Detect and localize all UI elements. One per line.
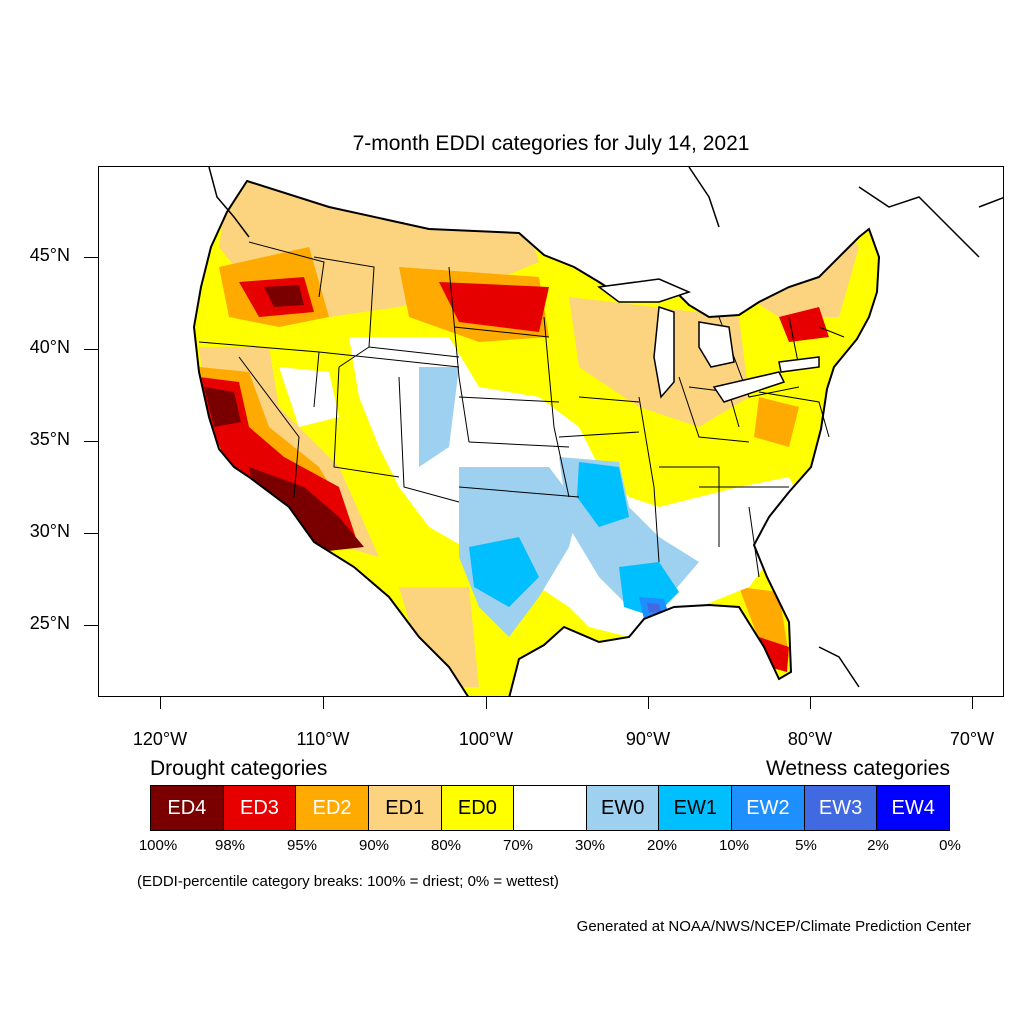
category-note: (EDDI-percentile category breaks: 100% =… — [137, 873, 559, 890]
legend-break-label: 30% — [574, 837, 606, 854]
legend-swatch-ew0: EW0 — [586, 786, 660, 830]
legend-break-label: 0% — [939, 837, 961, 854]
lon-label-90: 90°W — [625, 729, 671, 749]
lon-label-110: 110°W — [296, 729, 350, 749]
lon-tick — [486, 697, 487, 709]
coastlines — [208, 167, 1003, 688]
legend-swatch-ed4: ED4 — [151, 786, 224, 830]
drought-heading: Drought categories — [150, 757, 328, 780]
legend-swatch-ew4: EW4 — [877, 786, 950, 830]
legend-swatch-ed0: ED0 — [441, 786, 515, 830]
legend-break-label: 2% — [867, 837, 889, 854]
legend-break-label: 98% — [214, 837, 246, 854]
lat-tick — [84, 625, 98, 626]
lat-label-25: 25°N — [29, 613, 70, 633]
legend-break-label: 5% — [795, 837, 817, 854]
lat-tick — [84, 349, 98, 350]
lat-label-35: 35°N — [29, 429, 70, 449]
category-legend: ED4 ED3 ED2 ED1 ED0 EW0 EW1 EW2 EW3 EW4 — [150, 785, 950, 831]
lat-tick — [84, 441, 98, 442]
legend-swatch-ew2: EW2 — [732, 786, 805, 830]
lat-label-45: 45°N — [29, 245, 70, 265]
lat-label-40: 40°N — [29, 337, 70, 357]
eddi-map-canvas — [192, 167, 1003, 696]
legend-swatch-normal — [514, 786, 587, 830]
lon-tick — [810, 697, 811, 709]
legend-break-label: 90% — [358, 837, 390, 854]
legend-break-label: 70% — [502, 837, 534, 854]
legend-break-label: 10% — [718, 837, 750, 854]
lon-tick — [648, 697, 649, 709]
lon-label-100: 100°W — [458, 729, 514, 749]
lon-label-80: 80°W — [787, 729, 833, 749]
state-boundaries — [192, 179, 881, 696]
lat-label-30: 30°N — [29, 521, 70, 541]
map-title: 7-month EDDI categories for July 14, 202… — [352, 132, 750, 155]
great-lakes — [597, 278, 820, 403]
eddi-fill — [194, 181, 879, 696]
legend-swatch-ew1: EW1 — [659, 786, 733, 830]
lat-tick — [84, 257, 98, 258]
lon-tick — [323, 697, 324, 709]
legend-swatch-ed3: ED3 — [223, 786, 297, 830]
lon-tick — [160, 697, 161, 709]
legend-swatch-ed1: ED1 — [368, 786, 442, 830]
lon-label-120: 120°W — [132, 729, 188, 749]
legend-break-label: 100% — [138, 837, 178, 854]
credit-line: Generated at NOAA/NWS/NCEP/Climate Predi… — [576, 918, 971, 935]
lon-tick — [972, 697, 973, 709]
legend-break-label: 20% — [646, 837, 678, 854]
wetness-heading: Wetness categories — [765, 757, 950, 780]
legend-break-label: 95% — [286, 837, 318, 854]
eddi-map — [98, 166, 1004, 697]
legend-swatch-ew3: EW3 — [804, 786, 878, 830]
legend-swatch-ed2: ED2 — [296, 786, 369, 830]
legend-break-label: 80% — [430, 837, 462, 854]
lon-label-70: 70°W — [949, 729, 995, 749]
lat-tick — [84, 533, 98, 534]
